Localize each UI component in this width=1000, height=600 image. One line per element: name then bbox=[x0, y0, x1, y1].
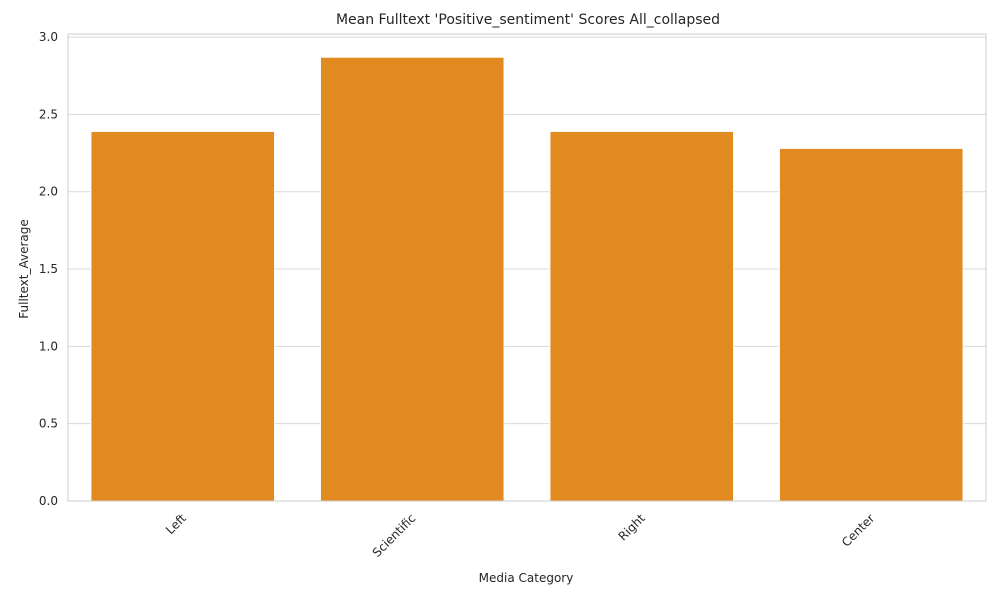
x-tick-label: Scientific bbox=[370, 511, 419, 560]
y-tick-label: 2.0 bbox=[39, 185, 58, 199]
bar-center bbox=[778, 147, 964, 502]
chart-title: Mean Fulltext 'Positive_sentiment' Score… bbox=[336, 12, 720, 28]
y-tick-label: 1.5 bbox=[39, 262, 58, 276]
x-tick-labels: Left Scientific Right Center bbox=[163, 511, 877, 560]
x-tick-label: Right bbox=[616, 511, 648, 543]
x-tick-label: Left bbox=[163, 511, 189, 537]
bar-scientific bbox=[319, 56, 505, 502]
plot-frame bbox=[67, 33, 987, 502]
x-tick-label: Center bbox=[839, 511, 878, 550]
y-tick-label: 3.0 bbox=[39, 30, 58, 44]
y-tick-labels: 0.0 0.5 1.0 1.5 2.0 2.5 3.0 bbox=[39, 30, 58, 508]
x-axis-label: Media Category bbox=[479, 571, 574, 585]
y-tick-label: 2.5 bbox=[39, 107, 58, 121]
y-tick-label: 1.0 bbox=[39, 339, 58, 353]
bars bbox=[90, 56, 964, 502]
y-axis-label: Fulltext_Average bbox=[17, 219, 31, 318]
y-tick-label: 0.0 bbox=[39, 494, 58, 508]
bar-right bbox=[549, 130, 735, 502]
bar-left bbox=[90, 130, 276, 502]
y-tick-label: 0.5 bbox=[39, 417, 58, 431]
